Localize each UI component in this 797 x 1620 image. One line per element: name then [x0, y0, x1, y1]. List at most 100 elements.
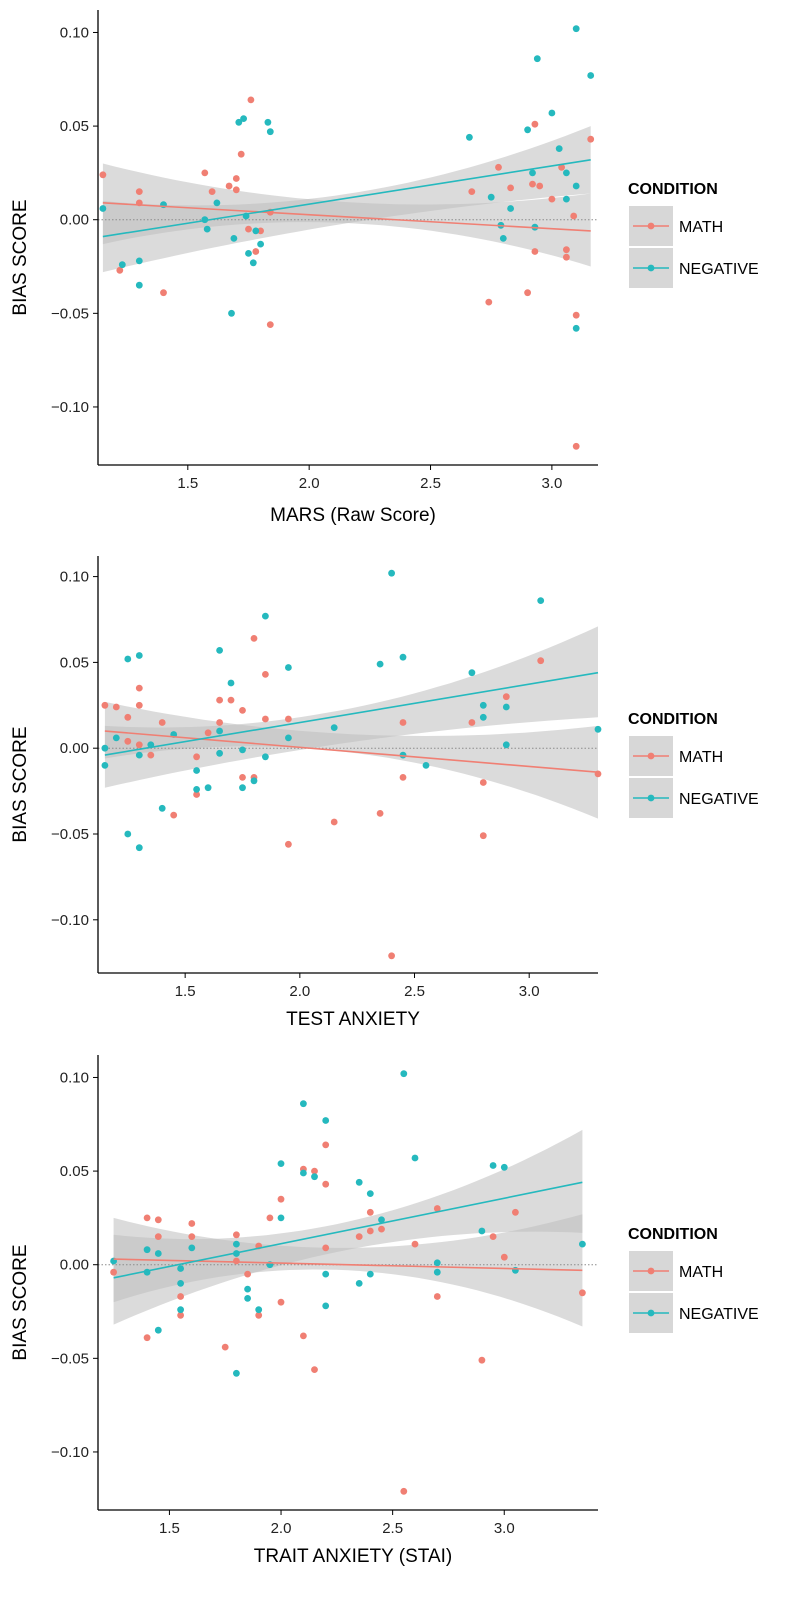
legend-title: CONDITION [628, 1226, 718, 1243]
data-point-math [237, 150, 245, 158]
data-point-negative [228, 309, 235, 317]
legend-key-point [647, 222, 655, 230]
data-point-math [536, 182, 544, 190]
data-point-math [233, 1257, 240, 1265]
fit-line-math [104, 730, 599, 774]
data-point-math [216, 696, 224, 704]
y-axis-title: BIAS SCORE [10, 726, 31, 842]
data-point-negative [507, 205, 514, 212]
data-point-math [135, 188, 143, 196]
data-point-math [400, 1487, 408, 1495]
data-point-math [116, 266, 124, 274]
data-point-negative [533, 55, 541, 63]
data-point-negative [572, 324, 580, 332]
data-point-math [188, 1220, 196, 1227]
data-point-negative [233, 1240, 240, 1248]
legend: CONDITION MATH NEGATIVE [628, 181, 759, 288]
data-point-math [322, 1180, 330, 1188]
data-point-math [160, 289, 167, 297]
data-point-math [507, 184, 514, 192]
data-point-negative [257, 240, 264, 248]
legend-label-negative: NEGATIVE [679, 261, 759, 278]
data-point-math [330, 818, 338, 826]
data-point-math [257, 227, 264, 235]
data-point-negative [188, 1244, 196, 1252]
data-point-math [512, 1208, 519, 1216]
data-point-negative [479, 713, 487, 721]
data-point-math [468, 719, 476, 726]
data-point-math [266, 321, 274, 328]
data-point-negative [548, 109, 556, 117]
data-point-math [277, 1298, 285, 1306]
fit-line-math [113, 1258, 583, 1272]
legend: CONDITION MATH NEGATIVE [628, 1226, 759, 1333]
data-point-math [232, 175, 240, 182]
data-point-math [170, 811, 178, 819]
data-point-math [502, 693, 510, 701]
x-tick-label: 2.0 [271, 1520, 292, 1537]
data-point-negative [216, 727, 224, 735]
data-point-math [245, 225, 252, 233]
data-point-math [262, 715, 269, 723]
y-tick-label: 0.00 [60, 1257, 89, 1274]
data-point-math [479, 779, 487, 786]
data-point-math [570, 212, 578, 220]
data-point-negative [143, 1246, 151, 1254]
fit-line-negative [104, 671, 599, 756]
y-axis-title: BIAS SCORE [10, 1244, 31, 1360]
chart-panel-2: 0.10 0.05 0.00 −0.05 −0.10 1.5 2.0 2.5 3.0 TEST A… [10, 556, 759, 1030]
y-tick-label: 0.05 [60, 1163, 89, 1180]
data-point-negative [587, 72, 595, 79]
data-point-math [233, 1231, 240, 1239]
data-point-negative [245, 250, 252, 257]
data-point-math [285, 715, 292, 723]
fit-line-negative [113, 1181, 583, 1279]
data-point-math [252, 248, 260, 255]
data-point-negative [227, 679, 235, 687]
data-point-negative [285, 664, 292, 671]
data-point-math [110, 1268, 117, 1276]
data-point-negative [266, 128, 274, 136]
data-point-negative [249, 259, 257, 267]
data-point-math [124, 713, 132, 721]
data-point-math [311, 1167, 318, 1175]
data-point-negative [563, 195, 570, 203]
data-point-math [355, 1233, 363, 1240]
legend: CONDITION MATH NEGATIVE [628, 711, 759, 818]
data-point-math [232, 186, 240, 194]
x-tick-label: 3.0 [519, 983, 540, 1000]
data-point-negative [433, 1268, 441, 1276]
x-tick-label: 3.0 [494, 1520, 515, 1537]
legend-label-math: MATH [679, 1264, 723, 1281]
data-point-math [478, 1356, 486, 1364]
data-point-math [204, 729, 212, 737]
data-point-negative [135, 751, 143, 759]
data-point-math [495, 163, 502, 171]
data-point-negative [216, 647, 224, 654]
data-point-math [239, 774, 246, 781]
data-point-math [300, 1332, 307, 1340]
data-point-negative [572, 182, 580, 190]
data-point-negative [244, 1295, 252, 1302]
y-tick-label: 0.10 [60, 1069, 89, 1086]
legend-key-point [647, 264, 655, 272]
data-point-math [399, 719, 407, 726]
data-point-negative [124, 655, 132, 663]
y-tick-label: −0.05 [51, 305, 89, 322]
data-point-negative [355, 1178, 363, 1186]
data-point-math [529, 180, 536, 188]
data-point-negative [330, 724, 338, 731]
data-point-math [322, 1141, 330, 1149]
x-tick-label: 2.0 [299, 475, 320, 492]
data-point-math [531, 248, 539, 255]
data-point-negative [500, 1163, 508, 1171]
data-point-negative [366, 1270, 374, 1278]
legend-label-math: MATH [679, 219, 723, 236]
data-point-negative [124, 830, 132, 838]
data-point-math [101, 701, 109, 709]
data-point-math [433, 1293, 441, 1300]
data-point-negative [489, 1162, 497, 1169]
data-point-negative [135, 281, 143, 289]
data-point-negative [499, 235, 507, 242]
data-point-negative [422, 762, 430, 769]
